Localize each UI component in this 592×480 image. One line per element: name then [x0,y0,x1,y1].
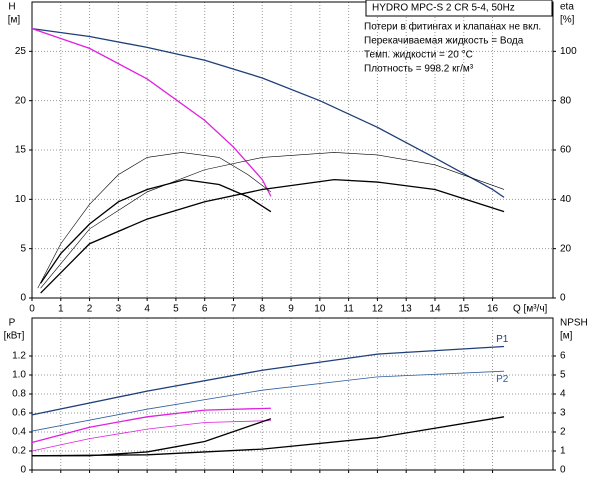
y-tick-label: 25 [15,46,27,57]
x-tick-label: 3 [116,304,122,315]
y2-tick-label: 2 [560,427,566,438]
y-tick-label: 0.4 [12,427,26,438]
y-axis-label: H [8,2,15,13]
y-tick-label: 0.8 [12,389,26,400]
annotation: Плотность = 998.2 кг/м³ [364,64,474,75]
y2-tick-label: 3 [560,408,566,419]
x-tick-label: 9 [288,304,294,315]
y2-tick-label: 6 [560,351,566,362]
series-label: P1 [496,334,509,345]
x-tick-label: 5 [173,304,179,315]
x-tick-label: 1 [58,304,64,315]
y2-tick-label: 20 [560,243,572,254]
y-tick-label: 0.6 [12,408,26,419]
y2-axis-label: eta [560,2,574,13]
y2-tick-label: 1 [560,446,566,457]
x-tick-label: 16 [487,304,499,315]
curve [31,370,505,432]
plot-frame [31,1,554,299]
plot-frame [31,317,554,471]
y-tick-label: 0 [20,293,26,304]
series-label: P2 [496,374,509,385]
y2-tick-label: 5 [560,370,566,381]
x-tick-label: 6 [202,304,208,315]
curve [40,152,505,289]
x-tick-label: 12 [372,304,384,315]
x-tick-label: 8 [259,304,265,315]
title-box [365,0,553,17]
annotation: Перекачиваемая жидкость = Вода [364,36,524,47]
y2-tick-label: 4 [560,389,566,400]
curve [40,178,505,294]
annotation: Потери в фитингах и клапанах не вкл. [364,21,541,33]
y-tick-label: 10 [15,194,27,205]
y-axis-unit: [м] [8,15,21,26]
curve [40,178,272,284]
x-tick-label: 15 [458,304,470,315]
y-tick-label: 15 [15,145,27,156]
annotation: Темп. жидкости = 20 °C [364,50,473,61]
curve [31,416,505,457]
x-tick-label: 0 [29,304,35,315]
x-tick-label: 4 [144,304,150,315]
y-tick-label: 1.2 [12,351,26,362]
curve [31,345,505,416]
curve [37,152,272,289]
y2-axis-unit: [м] [560,331,573,342]
y2-tick-label: 0 [560,465,566,476]
curve [31,407,271,444]
y2-axis-label: NPSH [560,318,588,329]
y2-tick-label: 60 [560,145,572,156]
chart-title: HYDRO MPC-S 2 CR 5-4, 50Hz [372,3,515,14]
y2-tick-label: 100 [560,46,577,57]
y-tick-label: 5 [20,243,26,254]
y-tick-label: 1.0 [12,370,26,381]
x-tick-label: 14 [429,304,441,315]
y-tick-label: 20 [15,95,27,106]
x-tick-label: 2 [87,304,93,315]
y-axis-unit: [кВт] [4,331,25,342]
y-axis-label: P [9,318,16,329]
curve [31,420,271,452]
y2-axis-unit: [%] [560,15,575,26]
y-tick-label: 0.2 [12,446,26,457]
x-tick-label: 10 [314,304,326,315]
x-tick-label: 13 [401,304,413,315]
x-tick-label: 7 [231,304,237,315]
curve [31,27,505,198]
x-tick-label: 11 [343,304,354,315]
x-axis-label: Q [м³/ч] [513,304,548,315]
y2-tick-label: 0 [560,293,566,304]
y2-tick-label: 40 [560,194,572,205]
y2-tick-label: 80 [560,95,572,106]
curve [31,28,272,197]
y-tick-label: 0 [20,465,26,476]
